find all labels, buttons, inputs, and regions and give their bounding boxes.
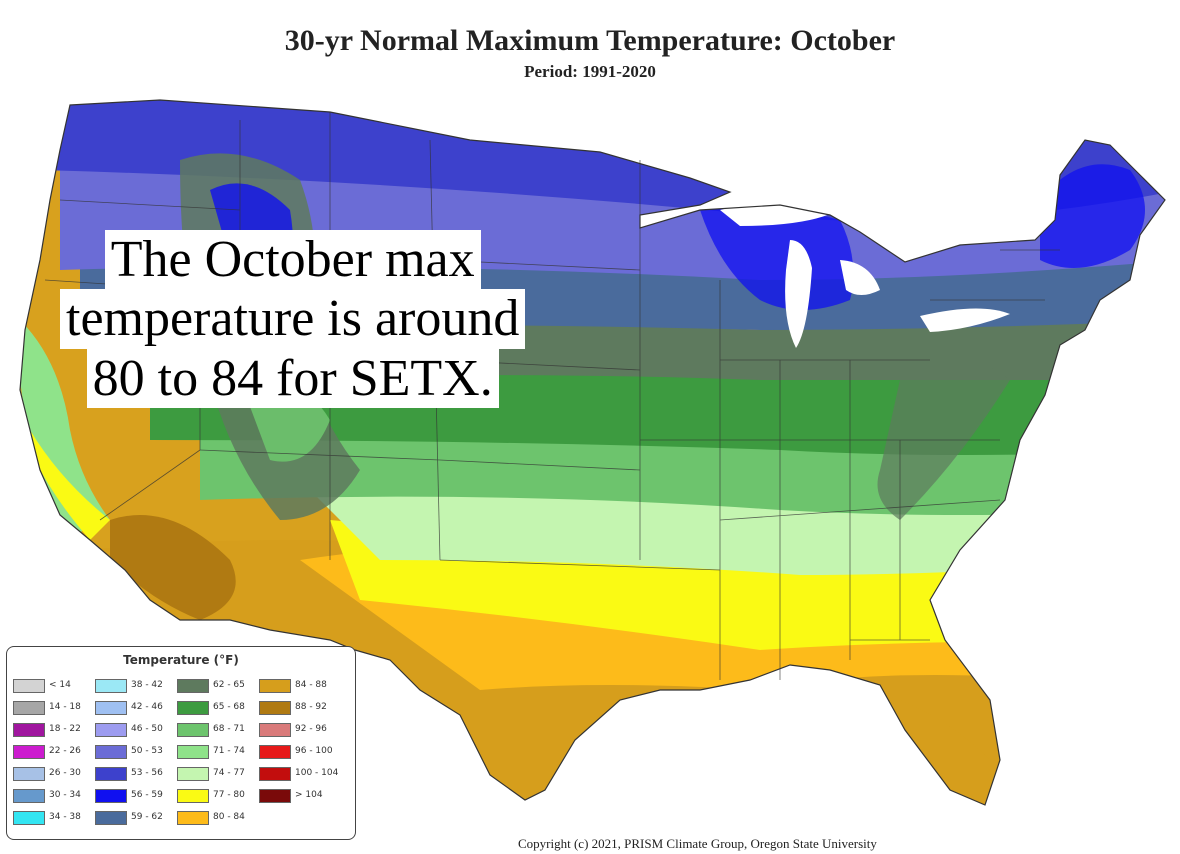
legend-item: 77 - 80 — [177, 789, 259, 805]
legend-label: 53 - 56 — [131, 768, 163, 778]
legend-label: 84 - 88 — [295, 680, 327, 690]
legend-swatch — [177, 767, 209, 781]
caption-line: The October max — [104, 230, 481, 290]
legend-swatch — [259, 679, 291, 693]
legend-item: 46 - 50 — [95, 723, 177, 739]
legend-item: 92 - 96 — [259, 723, 341, 739]
legend-item: 62 - 65 — [177, 679, 259, 695]
legend-item: 38 - 42 — [95, 679, 177, 695]
legend-swatch — [177, 679, 209, 693]
legend-label: 18 - 22 — [49, 724, 81, 734]
legend-label: 71 - 74 — [213, 746, 245, 756]
legend-label: 68 - 71 — [213, 724, 245, 734]
legend-item: 74 - 77 — [177, 767, 259, 783]
legend-swatch — [177, 789, 209, 803]
legend-swatch — [13, 701, 45, 715]
legend-swatch — [177, 723, 209, 737]
map-title: 30-yr Normal Maximum Temperature: Octobe… — [284, 24, 896, 57]
legend-item: 71 - 74 — [177, 745, 259, 761]
legend-item: > 104 — [259, 789, 341, 805]
legend-label: 30 - 34 — [49, 790, 81, 800]
legend-item: 42 - 46 — [95, 701, 177, 717]
legend-item: 88 - 92 — [259, 701, 341, 717]
legend-label: 38 - 42 — [131, 680, 163, 690]
caption-line: 80 to 84 for SETX. — [86, 348, 499, 408]
legend-label: 100 - 104 — [295, 768, 339, 778]
legend-item: 56 - 59 — [95, 789, 177, 805]
legend-label: > 104 — [295, 790, 323, 800]
legend-item: 53 - 56 — [95, 767, 177, 783]
caption-line: temperature is around — [60, 289, 526, 349]
legend-swatch — [13, 767, 45, 781]
temperature-legend: Temperature (°F) < 14 14 - 18 18 - 22 22 - … — [6, 646, 356, 840]
legend-label: 77 - 80 — [213, 790, 245, 800]
legend-swatch — [177, 745, 209, 759]
legend-label: 56 - 59 — [131, 790, 163, 800]
legend-title: Temperature (°F) — [123, 653, 239, 667]
legend-label: 62 - 65 — [213, 680, 245, 690]
legend-item: 18 - 22 — [13, 723, 95, 739]
legend-label: 65 - 68 — [213, 702, 245, 712]
legend-swatch — [95, 745, 127, 759]
legend-label: 42 - 46 — [131, 702, 163, 712]
legend-swatch — [95, 789, 127, 803]
legend-swatch — [177, 701, 209, 715]
legend-item: 96 - 100 — [259, 745, 341, 761]
legend-swatch — [95, 767, 127, 781]
legend-label: 96 - 100 — [295, 746, 333, 756]
legend-item: 30 - 34 — [13, 789, 95, 805]
legend-item: 26 - 30 — [13, 767, 95, 783]
legend-item: < 14 — [13, 679, 95, 695]
legend-label: 34 - 38 — [49, 812, 81, 822]
legend-item: 22 - 26 — [13, 745, 95, 761]
legend-swatch — [259, 767, 291, 781]
legend-swatch — [95, 679, 127, 693]
legend-item: 14 - 18 — [13, 701, 95, 717]
legend-item: 68 - 71 — [177, 723, 259, 739]
legend-item: 59 - 62 — [95, 811, 177, 827]
legend-swatch — [13, 811, 45, 825]
legend-label: 46 - 50 — [131, 724, 163, 734]
legend-swatch — [13, 679, 45, 693]
legend-item: 80 - 84 — [177, 811, 259, 827]
legend-swatch — [259, 745, 291, 759]
legend-swatch — [95, 701, 127, 715]
legend-item: 84 - 88 — [259, 679, 341, 695]
legend-label: 22 - 26 — [49, 746, 81, 756]
legend-item: 100 - 104 — [259, 767, 341, 783]
legend-swatch — [177, 811, 209, 825]
legend-label: 59 - 62 — [131, 812, 163, 822]
legend-swatch — [259, 789, 291, 803]
legend-label: < 14 — [49, 680, 71, 690]
copyright-notice: Copyright (c) 2021, PRISM Climate Group,… — [518, 836, 877, 851]
legend-label: 26 - 30 — [49, 768, 81, 778]
legend-label: 14 - 18 — [49, 702, 81, 712]
legend-swatch — [95, 723, 127, 737]
caption-overlay: The October max temperature is around 80… — [60, 230, 526, 408]
legend-label: 80 - 84 — [213, 812, 245, 822]
legend-label: 74 - 77 — [213, 768, 245, 778]
map-subtitle: Period: 1991-2020 — [524, 62, 656, 81]
legend-swatch — [259, 723, 291, 737]
legend-item: 50 - 53 — [95, 745, 177, 761]
legend-item: 34 - 38 — [13, 811, 95, 827]
legend-label: 88 - 92 — [295, 702, 327, 712]
legend-item: 65 - 68 — [177, 701, 259, 717]
legend-swatch — [13, 723, 45, 737]
legend-swatch — [259, 701, 291, 715]
legend-swatch — [13, 789, 45, 803]
legend-swatch — [13, 745, 45, 759]
legend-label: 92 - 96 — [295, 724, 327, 734]
legend-swatch — [95, 811, 127, 825]
legend-label: 50 - 53 — [131, 746, 163, 756]
